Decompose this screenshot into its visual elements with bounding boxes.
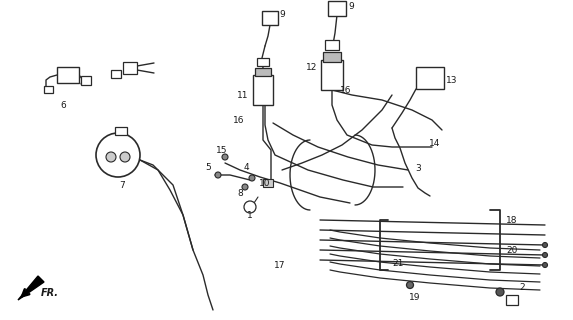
Circle shape: [406, 282, 414, 289]
Text: 21: 21: [393, 259, 404, 268]
Bar: [262, 11, 278, 25]
Circle shape: [120, 152, 130, 162]
Polygon shape: [18, 276, 44, 300]
Text: 9: 9: [279, 10, 285, 19]
Text: 16: 16: [233, 116, 245, 124]
Bar: [123, 62, 137, 74]
Text: 8: 8: [237, 188, 243, 197]
Bar: [57, 67, 79, 83]
Text: 14: 14: [429, 139, 441, 148]
Text: 17: 17: [274, 260, 286, 269]
Text: 18: 18: [507, 215, 518, 225]
Text: 2: 2: [519, 283, 525, 292]
Text: 15: 15: [216, 146, 227, 155]
Text: 9: 9: [348, 2, 354, 11]
Text: 16: 16: [340, 85, 352, 94]
Bar: [81, 76, 91, 84]
Bar: [111, 70, 121, 78]
Bar: [44, 85, 53, 92]
Circle shape: [244, 201, 256, 213]
Text: 12: 12: [307, 62, 317, 71]
Bar: [416, 67, 444, 89]
Circle shape: [96, 133, 140, 177]
Circle shape: [543, 243, 547, 247]
Bar: [325, 40, 339, 50]
Bar: [263, 179, 273, 187]
Bar: [506, 295, 518, 305]
Text: FR.: FR.: [41, 288, 59, 298]
Bar: [323, 52, 341, 62]
Bar: [115, 127, 127, 135]
Circle shape: [222, 154, 228, 160]
Bar: [321, 60, 343, 90]
Circle shape: [249, 175, 255, 181]
Text: 5: 5: [205, 163, 211, 172]
Bar: [255, 68, 271, 76]
Text: 11: 11: [237, 91, 249, 100]
Text: 19: 19: [409, 292, 421, 301]
Text: 7: 7: [119, 180, 125, 189]
Bar: [253, 75, 273, 105]
Text: 10: 10: [259, 179, 271, 188]
Circle shape: [543, 262, 547, 268]
Bar: [257, 58, 269, 66]
Text: 20: 20: [507, 245, 517, 254]
Circle shape: [215, 172, 221, 178]
Text: 3: 3: [415, 164, 421, 172]
Circle shape: [106, 152, 116, 162]
Circle shape: [496, 288, 504, 296]
Text: 6: 6: [60, 100, 66, 109]
Text: 4: 4: [243, 163, 249, 172]
Text: 1: 1: [247, 211, 253, 220]
Circle shape: [543, 252, 547, 258]
Circle shape: [242, 184, 248, 190]
Bar: [328, 1, 346, 15]
Text: 13: 13: [446, 76, 458, 84]
